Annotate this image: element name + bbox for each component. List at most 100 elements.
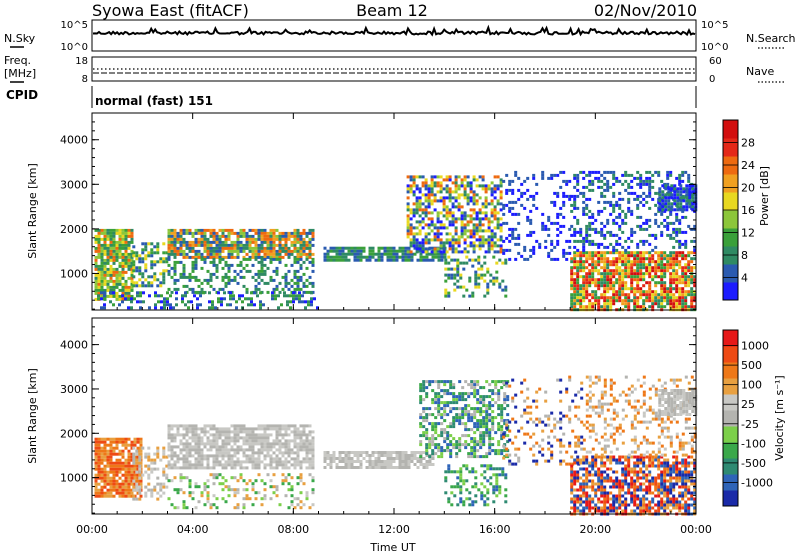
heatmap-cell — [130, 282, 134, 286]
heatmap-cell — [135, 251, 139, 255]
heatmap-cell — [188, 255, 192, 259]
heatmap-cell — [409, 211, 413, 215]
heatmap-cell — [430, 202, 434, 206]
heatmap-cell — [224, 466, 228, 470]
heatmap-cell — [418, 247, 422, 251]
heatmap-cell — [224, 240, 228, 244]
heatmap-cell — [436, 220, 440, 224]
freq-panel: Freq. [MHz] 18 8 60 0 Nave — [4, 54, 784, 85]
heatmap-cell — [383, 463, 387, 466]
heatmap-cell — [526, 197, 530, 201]
heatmap-cell — [395, 249, 399, 253]
heatmap-cell — [257, 451, 261, 455]
heatmap-cell — [606, 221, 610, 225]
heatmap-cell — [672, 251, 676, 255]
heatmap-cell — [609, 305, 613, 309]
heatmap-cell — [380, 466, 384, 469]
heatmap-cell — [212, 246, 216, 250]
heatmap-cell — [275, 494, 279, 498]
heatmap-cell — [475, 238, 479, 242]
heatmap-cell — [227, 246, 231, 250]
heatmap-cell — [636, 287, 640, 291]
heatmap-cell — [609, 203, 613, 207]
heatmap-cell — [118, 240, 122, 244]
heatmap-cell — [356, 457, 360, 460]
heatmap-cell — [215, 240, 219, 244]
heatmap-cell — [573, 200, 577, 204]
heatmap-cell — [508, 182, 512, 186]
heatmap-cell — [538, 242, 542, 246]
heatmap-cell — [153, 488, 157, 492]
heatmap-cell — [624, 296, 628, 300]
heatmap-cell — [308, 430, 312, 434]
heatmap-cell — [203, 249, 207, 253]
heatmap-cell — [127, 461, 131, 465]
heatmap-cell — [475, 223, 479, 227]
heatmap-cell — [664, 205, 668, 209]
heatmap-cell — [124, 270, 128, 274]
heatmap-cell — [667, 196, 671, 200]
heatmap-cell — [97, 276, 101, 280]
heatmap-cell — [383, 249, 387, 253]
heatmap-cell — [648, 284, 652, 288]
heatmap-cell — [490, 181, 494, 185]
heatmap-cell — [444, 267, 448, 271]
heatmap-cell — [681, 257, 685, 261]
heatmap-cell — [421, 226, 425, 230]
heatmap-cell — [236, 240, 240, 244]
heatmap-cell — [124, 291, 128, 295]
heatmap-cell — [115, 258, 119, 262]
heatmap-cell — [467, 410, 471, 414]
heatmap-cell — [311, 436, 315, 440]
heatmap-cell — [398, 451, 402, 454]
heatmap-cell — [118, 485, 122, 489]
heatmap-cell — [428, 446, 432, 450]
heatmap-cell — [94, 446, 98, 450]
heatmap-cell — [299, 237, 303, 241]
heatmap-cell — [404, 460, 408, 463]
heatmap-cell — [406, 223, 410, 227]
heatmap-cell — [144, 242, 148, 246]
heatmap-cell — [103, 306, 106, 310]
heatmap-cell — [94, 246, 98, 250]
heatmap-cell — [550, 221, 554, 225]
heatmap-cell — [658, 202, 662, 206]
heatmap-cell — [275, 252, 279, 256]
heatmap-cell — [684, 266, 688, 270]
heatmap-cell — [430, 229, 434, 233]
heatmap-cell — [436, 211, 440, 215]
heatmap-cell — [660, 233, 664, 237]
heatmap-cell — [224, 451, 228, 455]
heatmap-cell — [212, 442, 216, 446]
colorbar-swatch — [723, 228, 738, 247]
heatmap-cell — [678, 281, 682, 285]
heatmap-cell — [257, 442, 261, 446]
heatmap-cell — [687, 176, 691, 180]
heatmap-cell — [212, 439, 216, 443]
heatmap-cell — [606, 278, 610, 282]
heatmap-cell — [263, 448, 267, 452]
heatmap-cell — [529, 230, 533, 234]
heatmap-cell — [606, 281, 610, 285]
heatmap-cell — [144, 248, 148, 252]
heatmap-cell — [359, 255, 363, 259]
heatmap-cell — [242, 448, 246, 452]
heatmap-cell — [669, 233, 673, 237]
heatmap-cell — [437, 443, 441, 447]
heatmap-cell — [106, 282, 110, 286]
heatmap-cell — [386, 463, 390, 466]
heatmap-cell — [582, 191, 586, 195]
heatmap-cell — [573, 287, 577, 291]
heatmap-cell — [439, 199, 443, 203]
heatmap-cell — [493, 190, 497, 194]
heatmap-cell — [556, 257, 560, 261]
heatmap-cell — [582, 296, 586, 300]
heatmap-cell — [406, 190, 410, 194]
heatmap-cell — [639, 257, 643, 261]
heatmap-cell — [290, 485, 294, 489]
heatmap-cell — [477, 285, 481, 289]
heatmap-cell — [166, 291, 169, 295]
heatmap-cell — [669, 290, 673, 294]
heatmap-cell — [597, 257, 601, 261]
heatmap-cell — [103, 273, 107, 277]
